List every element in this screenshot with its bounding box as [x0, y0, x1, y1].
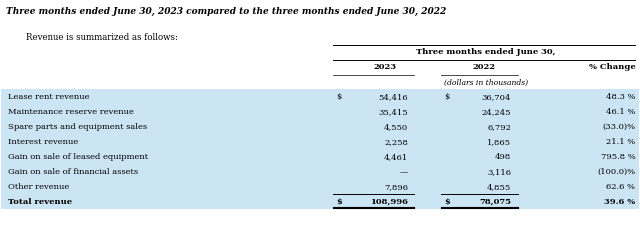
- Bar: [1, 119, 639, 134]
- Text: Interest revenue: Interest revenue: [8, 138, 78, 146]
- Bar: [1, 104, 639, 119]
- Text: 2023: 2023: [373, 63, 396, 71]
- Bar: [1, 179, 639, 194]
- Text: Three months ended June 30, 2023 compared to the three months ended June 30, 202: Three months ended June 30, 2023 compare…: [6, 7, 447, 16]
- Text: 6,792: 6,792: [487, 123, 511, 131]
- Text: Gain on sale of financial assets: Gain on sale of financial assets: [8, 168, 138, 176]
- Text: Revenue is summarized as follows:: Revenue is summarized as follows:: [26, 33, 177, 42]
- Text: Gain on sale of leased equipment: Gain on sale of leased equipment: [8, 153, 148, 161]
- Text: Three months ended June 30,: Three months ended June 30,: [416, 48, 556, 56]
- Text: 48.3 %: 48.3 %: [606, 93, 636, 101]
- Text: Other revenue: Other revenue: [8, 183, 69, 191]
- Text: —: —: [399, 168, 408, 176]
- Text: Lease rent revenue: Lease rent revenue: [8, 93, 89, 101]
- Bar: [1, 194, 639, 208]
- Text: 4,461: 4,461: [384, 153, 408, 161]
- Text: 108,996: 108,996: [370, 198, 408, 206]
- Text: % Change: % Change: [589, 63, 636, 71]
- Text: 35,415: 35,415: [378, 108, 408, 116]
- Bar: [1, 134, 639, 149]
- Text: 62.6 %: 62.6 %: [607, 183, 636, 191]
- Text: 3,116: 3,116: [487, 168, 511, 176]
- Text: 46.1 %: 46.1 %: [606, 108, 636, 116]
- Text: $: $: [444, 93, 450, 101]
- Text: 36,704: 36,704: [482, 93, 511, 101]
- Text: Total revenue: Total revenue: [8, 198, 72, 206]
- Text: (33.0)%: (33.0)%: [602, 123, 636, 131]
- Text: $: $: [336, 93, 341, 101]
- Text: 78,075: 78,075: [479, 198, 511, 206]
- Text: 54,416: 54,416: [378, 93, 408, 101]
- Text: Maintenance reserve revenue: Maintenance reserve revenue: [8, 108, 134, 116]
- Text: 7,896: 7,896: [384, 183, 408, 191]
- Text: 21.1 %: 21.1 %: [606, 138, 636, 146]
- Text: $: $: [444, 198, 450, 206]
- Bar: [1, 149, 639, 164]
- Text: 2022: 2022: [472, 63, 495, 71]
- Text: (100.0)%: (100.0)%: [597, 168, 636, 176]
- Text: 2,258: 2,258: [384, 138, 408, 146]
- Text: 39.6 %: 39.6 %: [604, 198, 636, 206]
- Text: 4,855: 4,855: [487, 183, 511, 191]
- Text: $: $: [336, 198, 342, 206]
- Bar: [1, 89, 639, 104]
- Bar: [1, 164, 639, 179]
- Text: 498: 498: [495, 153, 511, 161]
- Text: 24,245: 24,245: [482, 108, 511, 116]
- Text: 1,865: 1,865: [487, 138, 511, 146]
- Text: (dollars in thousands): (dollars in thousands): [444, 78, 528, 86]
- Text: 795.8 %: 795.8 %: [601, 153, 636, 161]
- Text: Spare parts and equipment sales: Spare parts and equipment sales: [8, 123, 147, 131]
- Text: 4,550: 4,550: [384, 123, 408, 131]
